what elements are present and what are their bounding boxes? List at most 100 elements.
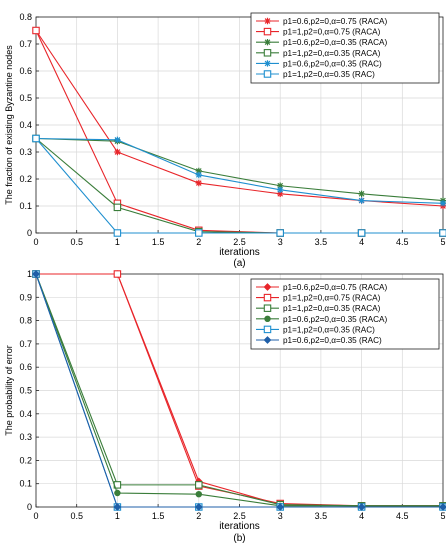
- data-point: [113, 270, 122, 278]
- x-tick-label: 0.5: [70, 237, 83, 247]
- legend-marker: [263, 283, 272, 291]
- data-point: [277, 190, 284, 198]
- x-axis-label: iterations: [219, 521, 260, 532]
- legend-label: p1=1,p2=0,α=0.35 (RAC): [283, 70, 375, 79]
- y-tick-label: 0.3: [19, 432, 32, 442]
- data-point: [357, 503, 366, 511]
- y-tick-label: 0.7: [19, 339, 32, 349]
- x-tick-label: 0.5: [70, 511, 83, 521]
- x-tick-label: 2: [196, 237, 201, 247]
- legend-label: p1=0.6,p2=0,α=0.35 (RACA): [283, 38, 387, 47]
- x-tick-label: 3: [278, 511, 283, 521]
- y-tick-label: 0.5: [19, 386, 32, 396]
- y-tick-label: 0.2: [19, 455, 32, 465]
- legend-marker: [263, 49, 272, 57]
- data-point: [358, 197, 365, 204]
- legend-item: p1=1,p2=0,α=0.35 (RACA): [256, 49, 381, 58]
- x-tick-label: 3.5: [315, 237, 328, 247]
- series-4: [32, 135, 446, 207]
- data-point: [195, 167, 202, 175]
- y-tick-label: 0.2: [19, 174, 32, 184]
- x-tick-label: 3.5: [315, 511, 328, 521]
- legend-marker: [263, 336, 272, 344]
- x-tick-label: 2: [196, 511, 201, 521]
- data-point: [439, 503, 446, 511]
- x-tick-label: 1: [115, 237, 120, 247]
- legend-item: p1=0.6,p2=0,α=0.75 (RACA): [256, 283, 387, 292]
- legend-marker: [263, 304, 272, 312]
- legend-item: p1=0.6,p2=0,α=0.35 (RAC): [256, 59, 382, 68]
- legend: p1=0.6,p2=0,α=0.75 (RACA) p1=1,p2=0,α=0.7…: [250, 12, 440, 84]
- legend-marker: [264, 39, 271, 46]
- x-tick-label: 3: [278, 237, 283, 247]
- y-tick-label: 0.1: [19, 201, 32, 211]
- legend-item: p1=1,p2=0,α=0.35 (RAC): [256, 325, 375, 334]
- y-tick-label: 0.5: [19, 93, 32, 103]
- legend-label: p1=1,p2=0,α=0.35 (RAC): [283, 325, 375, 334]
- data-point: [114, 136, 121, 144]
- legend-marker: [264, 17, 271, 25]
- legend-label: p1=0.6,p2=0,α=0.35 (RAC): [283, 336, 382, 345]
- legend-item: p1=0.6,p2=0,α=0.35 (RACA): [256, 38, 387, 47]
- x-tick-label: 5: [440, 511, 445, 521]
- legend-label: p1=0.6,p2=0,α=0.75 (RACA): [283, 17, 387, 26]
- legend-box: [250, 278, 440, 350]
- x-tick-label: 0: [33, 511, 38, 521]
- data-point: [114, 489, 121, 497]
- legend-label: p1=1,p2=0,α=0.75 (RACA): [283, 28, 381, 37]
- y-tick-label: 0.8: [19, 316, 32, 326]
- data-point: [439, 200, 446, 207]
- data-point: [358, 190, 365, 198]
- legend-item: p1=0.6,p2=0,α=0.75 (RACA): [256, 17, 387, 26]
- data-point: [439, 229, 446, 237]
- legend-marker: [263, 325, 272, 334]
- data-point: [195, 229, 203, 237]
- data-point: [32, 26, 40, 35]
- series-line: [35, 138, 443, 234]
- legend-marker: [263, 293, 272, 302]
- data-point: [276, 503, 285, 511]
- data-point: [195, 481, 203, 489]
- legend-item: p1=1,p2=0,α=0.35 (RAC): [256, 70, 375, 79]
- legend-label: p1=1,p2=0,α=0.75 (RACA): [283, 294, 381, 303]
- x-tick-label: 5: [440, 237, 445, 247]
- data-point: [276, 229, 284, 237]
- chart-caption: (a): [233, 258, 245, 269]
- data-point: [195, 179, 202, 187]
- y-tick-label: 0.4: [19, 409, 32, 419]
- data-point: [32, 134, 40, 143]
- y-tick-label: 0.6: [19, 66, 32, 76]
- x-tick-label: 0: [33, 237, 38, 247]
- y-tick-label: 0.4: [19, 120, 32, 130]
- series-5: [32, 134, 446, 237]
- series-5: [32, 270, 446, 511]
- data-point: [114, 148, 121, 156]
- data-point: [277, 186, 284, 193]
- x-tick-label: 4: [359, 237, 364, 247]
- series-line: [35, 137, 444, 204]
- data-point: [195, 490, 203, 498]
- legend-item: p1=1,p2=0,α=0.75 (RACA): [256, 294, 381, 303]
- data-point: [113, 203, 122, 212]
- data-point: [357, 229, 366, 237]
- series-line: [35, 273, 443, 507]
- legend-item: p1=1,p2=0,α=0.75 (RACA): [256, 28, 381, 37]
- y-tick-label: 0.3: [19, 147, 32, 157]
- x-tick-label: 1: [115, 511, 120, 521]
- legend-label: p1=0.6,p2=0,α=0.75 (RACA): [283, 283, 387, 292]
- legend-marker: [263, 27, 272, 36]
- y-tick-label: 0: [27, 502, 32, 512]
- data-point: [113, 503, 122, 511]
- legend-label: p1=0.6,p2=0,α=0.35 (RAC): [283, 59, 382, 68]
- data-point: [113, 229, 122, 237]
- legend-label: p1=0.6,p2=0,α=0.35 (RACA): [283, 315, 387, 324]
- x-tick-label: 4.5: [396, 237, 409, 247]
- chart-a: 0 0.5 1 1.5 2 2.5 3 3.5 4 4.5 5 0 0.1 0.2 0.3 0.4 0.5 0.6…: [4, 12, 446, 269]
- y-tick-label: 0.7: [19, 39, 32, 49]
- x-tick-label: 4: [359, 511, 364, 521]
- legend-marker: [264, 60, 271, 67]
- y-tick-label: 0.9: [19, 292, 32, 302]
- legend-label: p1=1,p2=0,α=0.35 (RACA): [283, 304, 381, 313]
- data-point: [194, 503, 203, 511]
